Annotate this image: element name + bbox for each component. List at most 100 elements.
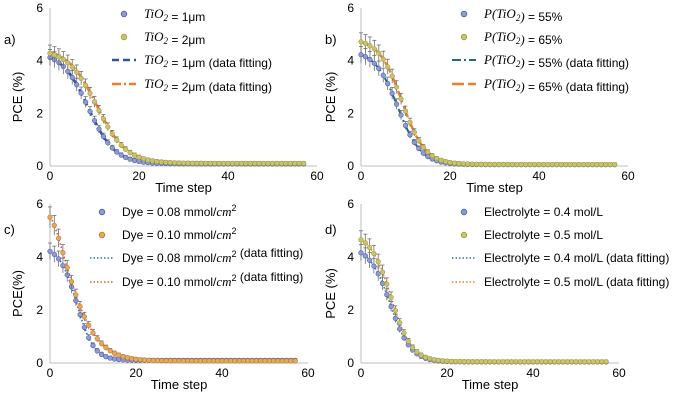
x-tick-label: 60 — [612, 366, 626, 380]
data-point — [116, 352, 122, 358]
legend-text-part: 2 — [164, 13, 169, 23]
data-point — [271, 358, 277, 364]
data-point — [420, 150, 426, 156]
data-point — [375, 271, 381, 277]
data-point — [385, 64, 391, 70]
data-point — [367, 257, 373, 263]
data-point — [384, 292, 390, 298]
data-point — [435, 357, 442, 363]
legend-text-part: cm — [216, 250, 231, 265]
data-point — [158, 159, 164, 165]
data-point — [556, 359, 562, 365]
data-point — [379, 280, 386, 287]
data-point — [523, 161, 529, 168]
data-point — [163, 159, 169, 165]
y-tick-label: 2 — [347, 106, 354, 120]
data-point — [367, 244, 373, 250]
data-point — [448, 358, 454, 364]
data-point — [447, 159, 453, 166]
data-point — [77, 303, 83, 310]
legend-text-part: ( — [492, 76, 497, 91]
legend-text-part: (data fitting) — [237, 246, 304, 260]
data-point — [551, 359, 558, 365]
y-axis-label: PCE(%) — [10, 270, 25, 317]
data-point — [261, 160, 267, 166]
data-point — [392, 315, 399, 321]
legend-text-part: cm — [216, 204, 231, 219]
data-point — [569, 359, 575, 365]
legend-entry: TiO2 = 1μm — [144, 6, 205, 24]
data-point — [358, 237, 364, 243]
data-point — [74, 69, 80, 75]
data-point — [269, 160, 276, 166]
x-tick-label: 40 — [221, 169, 235, 183]
data-point — [612, 161, 618, 168]
data-point — [98, 341, 105, 347]
data-point — [470, 359, 476, 365]
data-point — [425, 149, 431, 155]
data-point — [394, 101, 400, 107]
data-point — [185, 160, 191, 166]
data-point — [82, 82, 89, 88]
legend-text-part: = 1μm — [168, 10, 205, 24]
data-point — [90, 330, 96, 336]
legend-text-part: = 55% (data fitting) — [525, 56, 629, 70]
data-point — [78, 75, 84, 81]
data-point — [91, 99, 98, 105]
data-point — [137, 357, 143, 363]
data-point — [167, 160, 173, 166]
data-point — [207, 160, 213, 166]
x-tick-label: 0 — [358, 366, 365, 380]
data-point — [249, 358, 255, 364]
data-point — [86, 335, 92, 341]
legend-text-part: 2 — [232, 203, 237, 213]
data-point — [167, 358, 173, 364]
data-point — [540, 161, 547, 168]
data-point — [81, 314, 87, 320]
legend-text-part: cm — [216, 227, 231, 242]
legend-text-part: TiO — [144, 52, 164, 67]
data-point — [389, 73, 395, 79]
data-point — [247, 160, 253, 166]
data-point — [215, 358, 221, 364]
data-point — [154, 357, 161, 364]
legend-marker — [460, 208, 468, 216]
data-point — [590, 359, 596, 365]
legend-text-part: ( — [492, 52, 497, 67]
data-point — [504, 359, 510, 365]
data-point — [362, 40, 369, 47]
legend-text-part: 2 — [516, 83, 521, 93]
data-point — [189, 358, 195, 364]
data-point — [397, 320, 403, 326]
panel-label: a) — [4, 32, 16, 47]
data-point — [47, 214, 53, 220]
data-point — [69, 74, 75, 81]
data-point — [536, 161, 542, 168]
legend-entry: TiO2 = 2μm — [144, 29, 205, 47]
data-point — [150, 357, 156, 364]
data-point — [380, 56, 386, 62]
legend-text-part: = 2μm (data fitting) — [168, 80, 272, 94]
data-point — [385, 81, 391, 87]
data-point — [51, 222, 57, 228]
data-point — [398, 96, 404, 102]
data-point — [478, 359, 485, 365]
y-tick-label: 4 — [36, 54, 43, 68]
data-point — [478, 161, 484, 167]
data-point — [133, 356, 139, 362]
legend-text-part: P — [483, 52, 492, 67]
data-point — [402, 122, 409, 129]
data-point — [594, 161, 600, 168]
data-point — [292, 160, 298, 166]
y-tick-label: 2 — [36, 106, 43, 120]
legend-text-part: TiO — [144, 29, 164, 44]
data-point — [362, 54, 369, 60]
data-point — [198, 160, 204, 166]
y-tick-label: 6 — [347, 1, 354, 15]
legend-text-part: P — [483, 76, 492, 91]
data-point — [60, 56, 66, 63]
y-tick-label: 6 — [347, 197, 354, 211]
data-point — [505, 161, 511, 168]
data-point — [118, 152, 124, 158]
